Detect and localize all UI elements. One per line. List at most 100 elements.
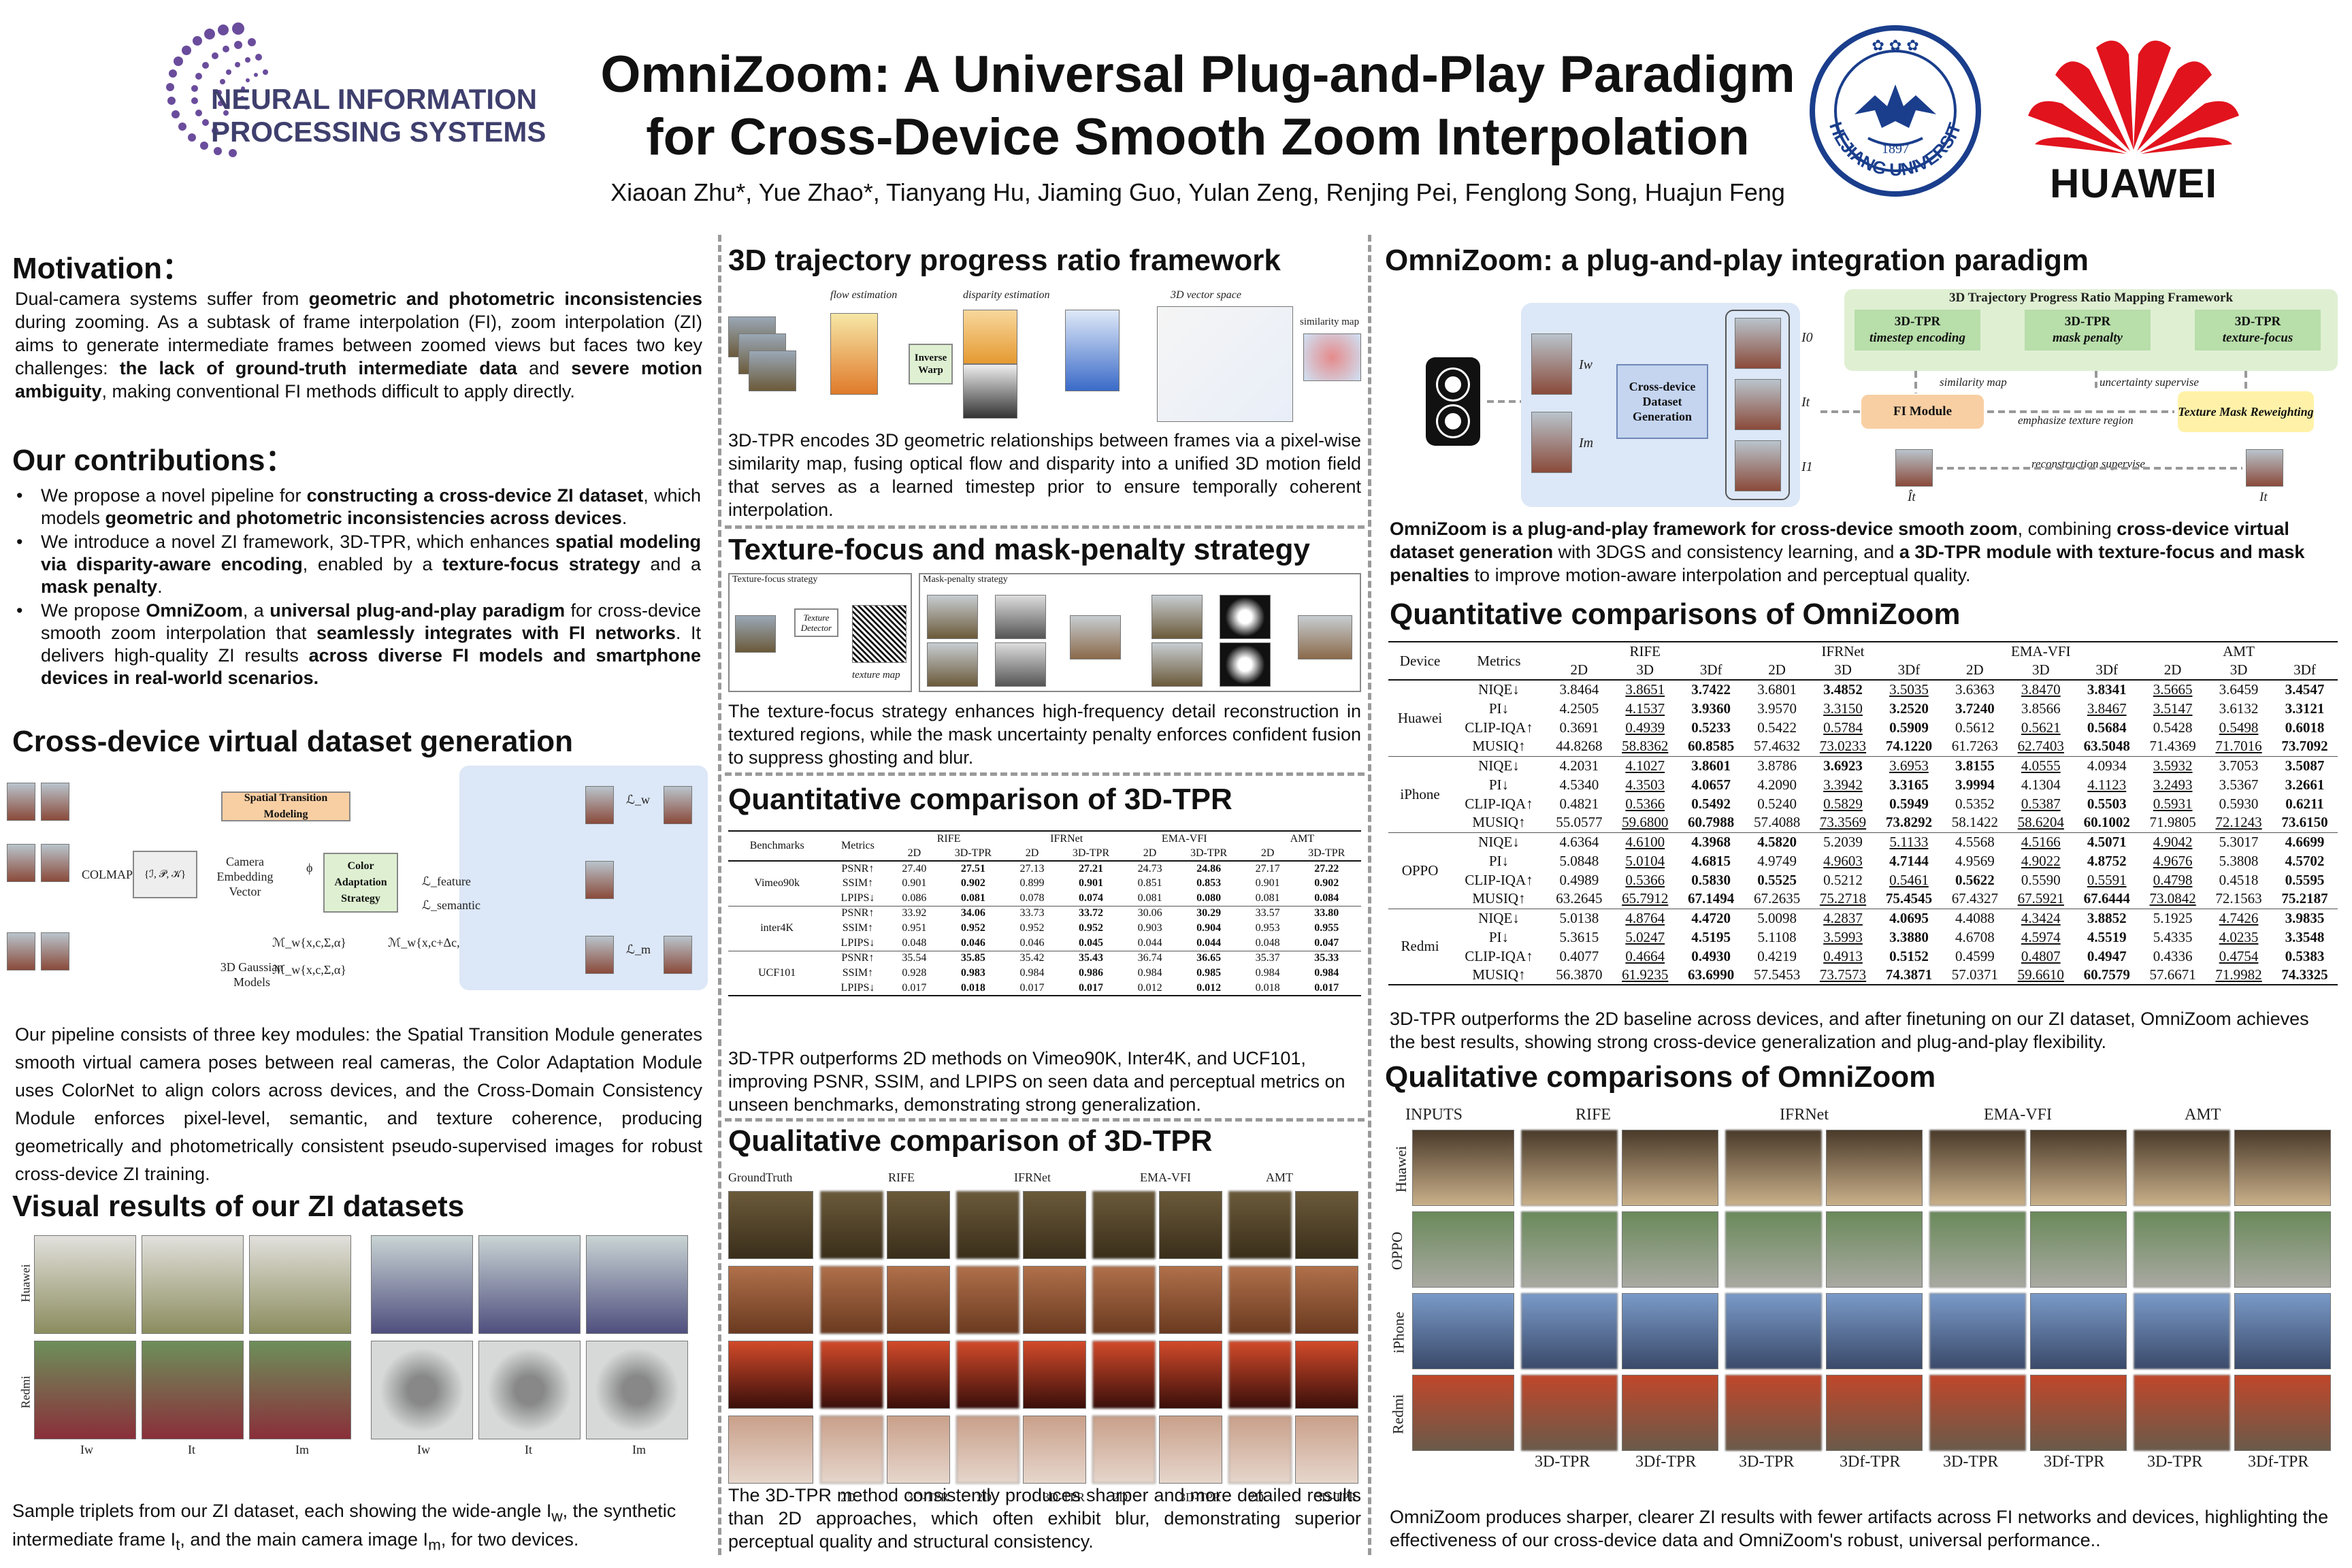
value-cell: 3.5993 [1823,928,1863,945]
value-cell: 57.5453 [1753,966,1801,983]
metric-cell: PSNR↑ [841,907,875,919]
recon-label: reconstruction supervise [2031,457,2145,470]
thumb [1521,1293,1618,1369]
value-cell: 4.1304 [2021,776,2061,793]
metric-cell: LPIPS↓ [840,981,875,994]
thumb [34,1341,136,1439]
value-cell: 0.5612 [1955,719,1995,736]
value-cell: 0.5461 [1889,871,1929,888]
value-cell: 0.901 [1255,877,1280,889]
value-cell: 4.5702 [2285,852,2325,869]
value-cell: 61.7263 [1951,738,1998,755]
value-cell: 59.6800 [1622,814,1669,831]
metric-cell: CLIP-IQA↑ [1465,719,1533,736]
table-row: CLIP-IQA↑ 0.3691 0.4939 0.5233 0.5422 0.5784 0… [1388,718,2338,737]
value-cell: 0.5422 [1757,719,1797,736]
value-cell: 0.084 [1314,892,1339,904]
value-cell: 67.6444 [2083,890,2130,907]
cam-embed-label: Camera Embedding Vector [216,855,274,898]
value-cell: 0.5591 [2087,871,2127,888]
cas-box: Color Adaptation Strategy [323,853,398,913]
value-cell: 4.6708 [1955,928,1995,945]
value-cell: 5.0848 [1559,852,1599,869]
col-subheader: 3Df [2095,662,2119,678]
value-cell: 4.5820 [1757,833,1797,850]
value-cell: 3.5367 [2219,776,2259,793]
neurips-line1: NEURAL INFORMATION [211,83,538,115]
value-cell: 0.5930 [2219,795,2259,812]
iw-label: Iw [1579,357,1592,372]
value-cell: 0.902 [960,877,985,889]
value-cell: 27.17 [1255,862,1280,875]
thumb [34,1235,136,1334]
value-cell: 3.7422 [1691,681,1731,698]
value-cell: 57.0371 [1951,966,1998,983]
value-cell: 0.017 [1079,981,1104,994]
value-cell: 3.3121 [2285,700,2325,717]
value-cell: 73.3569 [1819,814,1867,831]
thumb [2030,1211,2127,1288]
value-cell: 3.6953 [1889,757,1929,774]
thumb [1725,1130,1822,1206]
thumb [1412,1375,1514,1451]
thumb [2234,1293,2331,1369]
value-cell: 65.7912 [1622,890,1669,907]
thumb [963,310,1017,364]
texture-diagram: Texture-focus strategy Texture Detector … [728,573,1361,692]
value-cell: 4.3968 [1691,833,1731,850]
value-cell: 4.5568 [1955,833,1995,850]
value-cell: 5.3615 [1559,928,1599,945]
value-cell: 67.5921 [2017,890,2064,907]
value-cell: 0.5383 [2285,947,2325,964]
value-cell: 73.6150 [2281,814,2328,831]
value-cell: 74.1220 [1885,738,1933,755]
value-cell: 0.952 [960,922,985,934]
value-cell: 4.0695 [1889,909,1929,926]
value-cell: 3.8852 [2087,909,2127,926]
thumb [728,1416,813,1484]
column-right: OmniZoom: a plug-and-play integration pa… [1375,231,2352,1558]
thumb [1622,1211,1718,1288]
value-cell: 36.74 [1137,952,1162,964]
value-cell: 4.9676 [2153,852,2193,869]
value-cell: 4.7426 [2219,909,2259,926]
value-cell: 3.6801 [1757,681,1797,698]
i1-label: I1 [1801,459,1813,474]
thumb [1023,1341,1086,1409]
thumb [1735,318,1781,369]
col-label: Im [632,1443,646,1456]
value-cell: 4.1537 [1625,700,1665,717]
value-cell: 60.1002 [2083,814,2130,831]
value-cell: 0.4336 [2153,947,2193,964]
col-header: EMA-VFI [1161,832,1207,845]
column-divider [1368,235,1371,1555]
col-subheader: 2D [2163,662,2182,678]
value-cell: 3.8155 [1955,757,1995,774]
col-header: Metrics [1477,652,1521,669]
value-cell: 0.5428 [2153,719,2193,736]
value-cell: 4.2090 [1757,776,1797,793]
thumb [2234,1211,2331,1288]
value-cell: 0.4913 [1823,947,1863,964]
thumb [142,1341,244,1439]
value-cell: 75.4545 [1885,890,1933,907]
value-cell: 57.4088 [1753,814,1801,831]
column-heading: AMT [2185,1106,2221,1124]
value-cell: 4.0657 [1691,776,1731,793]
value-cell: 5.0247 [1625,928,1665,945]
value-cell: 3.9835 [2285,909,2325,926]
value-cell: 3.9994 [1955,776,1995,793]
value-cell: 0.4219 [1757,947,1797,964]
thumb [1295,1341,1358,1409]
value-cell: 0.5784 [1823,719,1863,736]
thumb [1023,1416,1086,1484]
value-cell: 3.9570 [1757,700,1797,717]
value-cell: 0.953 [1255,922,1280,934]
tpr-box-mask: 3D-TPR mask penalty [2025,310,2151,350]
thumb [1092,1266,1156,1334]
column-middle: 3D trajectory progress ratio framework f… [721,231,1368,1558]
col-subheader: 3D-TPR [1190,847,1228,859]
col-header: RIFE [1629,643,1661,659]
table-row: PI↓ 5.3615 5.0247 4.5195 5.1108 3.5993 3.3880 4… [1388,928,2338,947]
mask-penalty-panel: Mask-penalty strategy [919,573,1361,692]
